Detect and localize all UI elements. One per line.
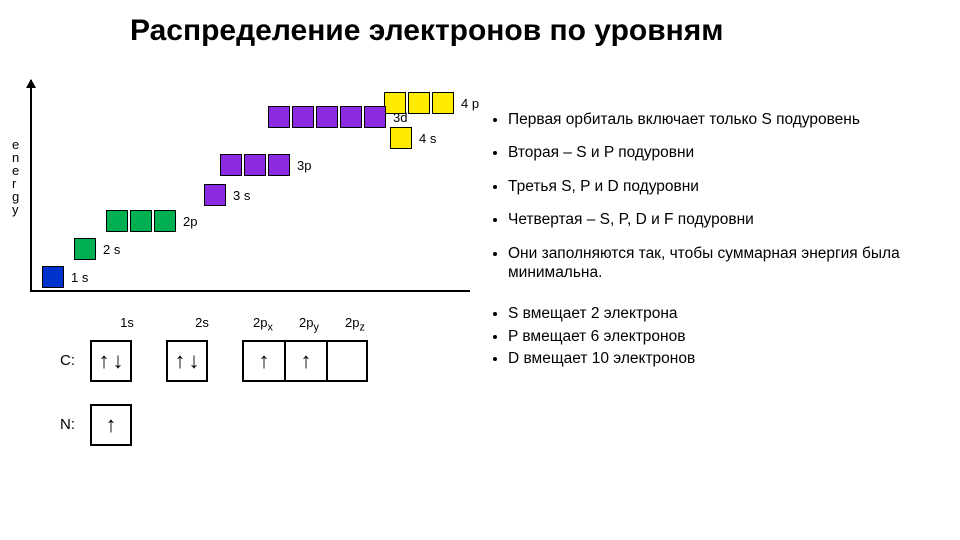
axis-y: [30, 80, 32, 292]
bullet-item: P вмещает 6 электронов: [508, 327, 945, 346]
bullet-item: D вмещает 10 электронов: [508, 349, 945, 368]
orbital-box: [204, 184, 226, 206]
orbital-box: [244, 154, 266, 176]
energy-row-2p: 2p: [106, 210, 197, 232]
orbital-header: 2py: [286, 315, 332, 334]
orbital-box: [390, 127, 412, 149]
energy-row-3d: 3d: [268, 106, 407, 128]
orbital-header: 2s: [164, 315, 240, 334]
orbital-box: [408, 92, 430, 114]
orbital-box: [74, 238, 96, 260]
energy-row-label: 1 s: [71, 270, 88, 285]
orbital-headers: 1s2s2px2py2pz: [90, 315, 480, 334]
orbital-box: [130, 210, 152, 232]
orbital-cell: [326, 340, 368, 382]
energy-row-label: 4 s: [419, 131, 436, 146]
energy-row-label: 3p: [297, 158, 311, 173]
orbital-header: 2px: [240, 315, 286, 334]
page-title: Распределение электронов по уровням: [130, 14, 724, 48]
orbital-box: [220, 154, 242, 176]
orbital-box: [154, 210, 176, 232]
orbital-row-label: C:: [60, 352, 90, 369]
orbital-cell: [242, 340, 284, 382]
orbital-cell: [284, 340, 326, 382]
energy-row-3p: 3p: [220, 154, 311, 176]
energy-row-label: 2p: [183, 214, 197, 229]
bullet-item: S вмещает 2 электрона: [508, 304, 945, 323]
energy-row-4s: 4 s: [390, 127, 436, 149]
orbital-box: [364, 106, 386, 128]
orbital-box-diagram: 1s2s2px2py2pz C: N:: [60, 315, 480, 468]
orbital-row-label: N:: [60, 416, 90, 433]
orbital-box: [292, 106, 314, 128]
energy-row-label: 2 s: [103, 242, 120, 257]
orbital-box: [268, 106, 290, 128]
orbital-box: [316, 106, 338, 128]
axis-x: [30, 290, 470, 292]
bullet-item: Третья S, P и D подуровни: [508, 177, 945, 196]
orbital-header: 2pz: [332, 315, 378, 334]
energy-row-label: 3d: [393, 110, 407, 125]
energy-row-2s: 2 s: [74, 238, 120, 260]
energy-row-label: 3 s: [233, 188, 250, 203]
energy-row-3s: 3 s: [204, 184, 250, 206]
orbital-box: [106, 210, 128, 232]
orbital-header: 1s: [90, 315, 164, 334]
bullet-item: Они заполняются так, чтобы суммарная эне…: [508, 244, 945, 283]
energy-row-label: 4 p: [461, 96, 479, 111]
orbital-cell: [90, 404, 132, 446]
orbital-box: [432, 92, 454, 114]
orbital-cell: [90, 340, 132, 382]
orbital-box: [340, 106, 362, 128]
bullet-list: Первая орбиталь включает только S подуро…: [490, 110, 945, 371]
orbital-row: C:: [60, 340, 480, 382]
orbital-box: [268, 154, 290, 176]
bullet-item: Четвертая – S, P, D и F подуровни: [508, 210, 945, 229]
orbital-cell: [166, 340, 208, 382]
axis-label: energy: [12, 138, 19, 216]
energy-row-1s: 1 s: [42, 266, 88, 288]
orbital-box: [42, 266, 64, 288]
energy-diagram: energy 4 p 3d 4 s 3p 3 s 2p 2 s 1 s: [6, 80, 481, 300]
orbital-row: N:: [60, 404, 480, 446]
bullet-item: Вторая – S и P подуровни: [508, 143, 945, 162]
bullet-item: Первая орбиталь включает только S подуро…: [508, 110, 945, 129]
